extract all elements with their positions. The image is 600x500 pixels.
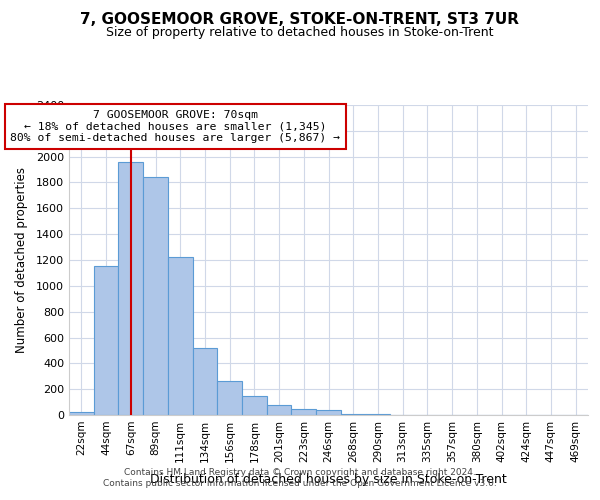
Bar [341,414,365,415]
Bar [242,396,267,415]
Bar [143,178,168,415]
Bar [316,410,341,415]
Bar [193,348,217,415]
Text: 7, GOOSEMOOR GROVE, STOKE-ON-TRENT, ST3 7UR: 7, GOOSEMOOR GROVE, STOKE-ON-TRENT, ST3 … [80,12,520,28]
Text: Size of property relative to detached houses in Stoke-on-Trent: Size of property relative to detached ho… [106,26,494,39]
Bar [168,257,193,415]
Bar [365,414,390,415]
Bar [94,266,118,415]
Bar [217,381,242,415]
Bar [267,406,292,415]
X-axis label: Distribution of detached houses by size in Stoke-on-Trent: Distribution of detached houses by size … [150,473,507,486]
Bar [292,408,316,415]
Bar [118,162,143,415]
Bar [69,412,94,415]
Y-axis label: Number of detached properties: Number of detached properties [14,167,28,353]
Text: Contains HM Land Registry data © Crown copyright and database right 2024.
Contai: Contains HM Land Registry data © Crown c… [103,468,497,487]
Text: 7 GOOSEMOOR GROVE: 70sqm
← 18% of detached houses are smaller (1,345)
80% of sem: 7 GOOSEMOOR GROVE: 70sqm ← 18% of detach… [10,110,340,144]
